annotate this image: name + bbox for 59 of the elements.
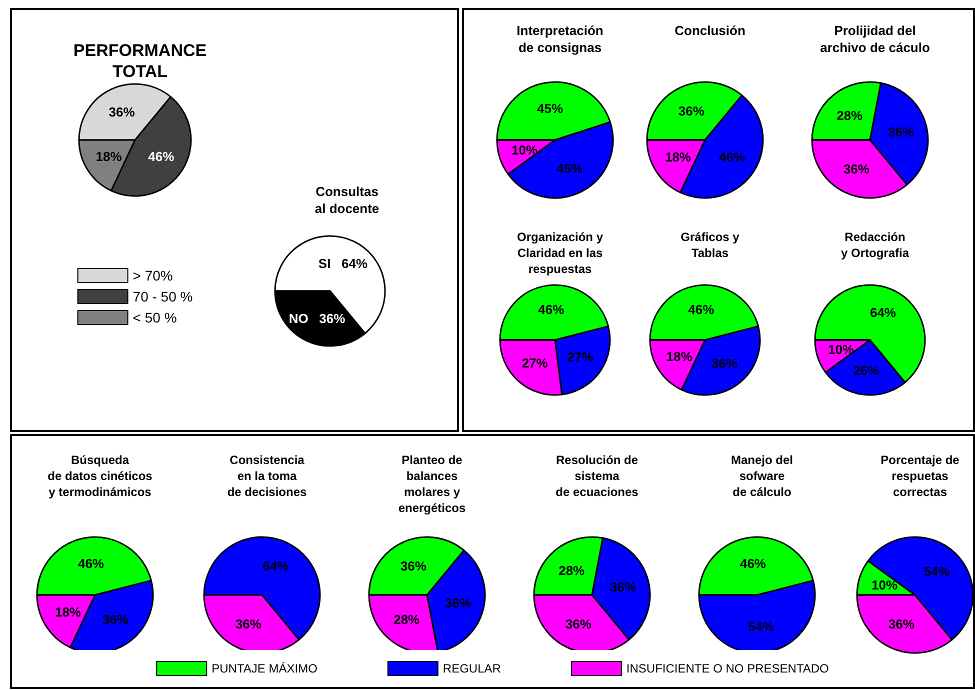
data-label: 36% (444, 595, 472, 610)
data-label: 27% (522, 355, 548, 370)
chart-title: Manejo del sofware de cálculo (730, 453, 794, 499)
legend-label: PUNTAJE MÁXIMO (212, 662, 318, 676)
data-label: 46% (148, 149, 175, 164)
chart-title: Organización y Claridad en las respuestas (516, 230, 604, 276)
data-label: 46% (740, 556, 766, 571)
slice-label: NO 36% (288, 311, 346, 326)
data-label: 54% (748, 619, 774, 634)
legend-label: < 50 % (132, 310, 177, 326)
chart-title: Consultas al docente (314, 184, 380, 216)
data-label: 36% (108, 104, 136, 120)
data-label: 46% (538, 302, 565, 318)
data-label: 36% (610, 580, 636, 595)
data-label: 26% (853, 362, 880, 378)
data-label: 45% (556, 161, 583, 176)
data-label: 46% (688, 302, 715, 318)
data-label: 64% (262, 558, 290, 574)
legend-label: INSUFICIENTE O NO PRESENTADO (626, 662, 829, 676)
chart-title: PERFORMANCE TOTAL (73, 41, 207, 81)
chart-title: Resolución de sistema de ecuaciones (556, 453, 639, 499)
data-label: 46% (78, 556, 104, 571)
data-label: 46% (719, 150, 746, 165)
data-label: 27% (567, 350, 594, 365)
data-label: 64% (870, 304, 896, 320)
chart-title: Planteo de balances molares y energéticos (398, 453, 466, 515)
data-label: 28% (394, 612, 420, 628)
data-label: 10% (828, 342, 854, 357)
data-label: 45% (536, 100, 564, 116)
chart-title: Búsqueda de datos cinéticos y termodinámicos (48, 453, 153, 499)
data-label: 28% (836, 108, 864, 123)
data-label: 10% (512, 142, 538, 158)
chart-title: Interpretación de consignas (516, 23, 604, 55)
chart-title: Prolijidad del archivo de cáculo (820, 23, 930, 55)
chart-title: Consistencia en la toma de decisiones (227, 453, 308, 499)
data-label: 54% (924, 564, 950, 580)
data-label: 36% (102, 612, 129, 628)
chart-title: Porcentaje de respuetas correctas (880, 453, 960, 499)
data-label: 10% (872, 578, 898, 593)
data-label: 36% (565, 616, 592, 632)
data-label: 36% (888, 124, 914, 140)
data-label: 18% (666, 348, 693, 364)
data-label: 18% (96, 149, 122, 164)
chart-title: Gráficos y Tablas (680, 230, 740, 260)
data-label: 36% (843, 161, 870, 176)
legend-label: 70 - 50 % (132, 288, 193, 304)
legend-label: REGULAR (442, 662, 502, 676)
data-label: 36% (678, 104, 705, 119)
legend-label: > 70% (132, 268, 173, 284)
chart-title: Redacción y Ortografia (840, 230, 910, 260)
data-label: 36% (711, 356, 738, 371)
data-label: 28% (558, 562, 586, 578)
chart-title: Conclusión (674, 23, 746, 38)
data-label: 36% (400, 558, 427, 574)
data-label: 36% (235, 616, 262, 632)
data-label: 36% (888, 616, 915, 632)
data-label: 18% (54, 604, 82, 620)
data-label: 18% (664, 150, 692, 165)
slice-label: SI 64% (318, 256, 368, 271)
